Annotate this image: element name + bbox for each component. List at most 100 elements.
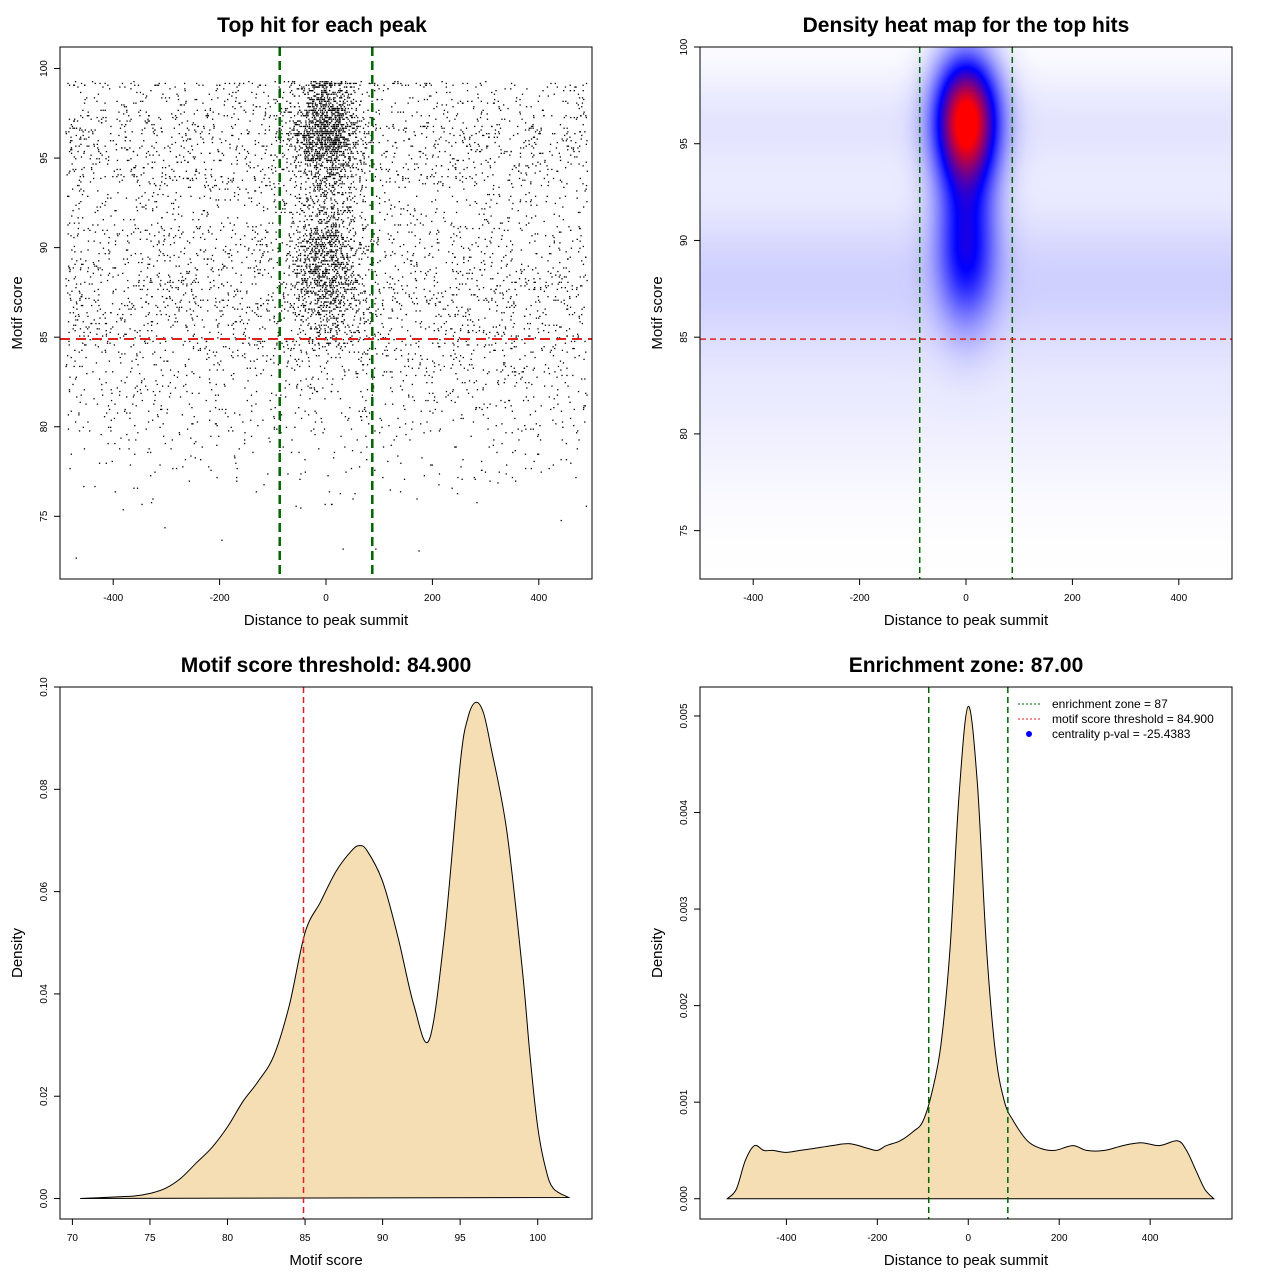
scatter-point: [391, 242, 393, 244]
scatter-point: [328, 140, 331, 142]
scatter-point: [368, 133, 370, 135]
scatter-point: [146, 342, 149, 344]
scatter-point: [321, 421, 323, 423]
scatter-point: [345, 290, 347, 292]
scatter-point: [521, 93, 524, 95]
scatter-point: [325, 272, 327, 274]
scatter-point: [420, 326, 422, 328]
scatter-point: [318, 113, 320, 115]
scatter-point: [430, 95, 432, 97]
scatter-point: [300, 324, 302, 326]
scatter-point: [453, 134, 455, 137]
scatter-point: [143, 172, 145, 174]
scatter-point: [539, 152, 541, 154]
scatter-point: [316, 93, 319, 95]
scatter-point: [312, 125, 314, 128]
scatter-point: [262, 326, 264, 328]
scatter-point: [343, 163, 345, 165]
scatter-point: [107, 163, 109, 165]
scatter-point: [234, 412, 236, 414]
scatter-point: [320, 141, 322, 144]
scatter-point: [579, 145, 581, 147]
scatter-point: [249, 161, 251, 163]
scatter-point: [460, 364, 462, 366]
scatter-point: [338, 120, 340, 122]
scatter-point: [322, 177, 324, 180]
scatter-point: [471, 244, 473, 246]
scatter-point: [327, 360, 329, 362]
scatter-point: [283, 111, 285, 113]
scatter-point: [361, 184, 363, 187]
scatter-point: [326, 113, 328, 115]
scatter-point: [100, 281, 102, 283]
scatter-point: [332, 104, 334, 106]
scatter-point: [80, 143, 82, 145]
scatter-point: [486, 118, 489, 120]
scatter-point: [493, 136, 495, 138]
scatter-point: [319, 111, 322, 113]
scatter-point: [185, 133, 187, 135]
scatter-point: [381, 98, 383, 101]
scatter-point: [76, 396, 78, 398]
scatter-point: [336, 326, 338, 328]
scatter-point: [438, 181, 440, 183]
scatter-point: [543, 177, 545, 180]
scatter-point: [248, 165, 250, 167]
scatter-point: [346, 90, 348, 92]
scatter-point: [106, 229, 108, 231]
scatter-point: [311, 154, 313, 156]
scatter-point: [112, 276, 114, 278]
scatter-point: [404, 365, 406, 368]
scatter-point: [314, 410, 316, 412]
scatter-point: [250, 419, 252, 421]
scatter-point: [501, 423, 503, 425]
scatter-point: [318, 331, 320, 334]
scatter-point: [307, 102, 310, 104]
scatter-point: [297, 154, 300, 156]
scatter-point: [413, 265, 415, 267]
scatter-point: [143, 140, 145, 142]
scatter-point: [410, 263, 412, 265]
scatter-point: [337, 113, 339, 115]
scatter-point: [324, 227, 326, 230]
scatter-point: [224, 82, 226, 85]
scatter-point: [555, 147, 558, 149]
scatter-point: [185, 100, 187, 102]
scatter-point: [105, 158, 107, 160]
scatter-point: [343, 258, 345, 260]
scatter-point: [172, 324, 174, 326]
scatter-point: [431, 376, 433, 378]
scatter-point: [524, 278, 527, 280]
scatter-point: [311, 106, 314, 108]
scatter-point: [247, 380, 249, 382]
scatter-point: [423, 288, 425, 291]
scatter-point: [303, 306, 305, 308]
scatter-point: [349, 167, 351, 169]
scatter-point: [408, 394, 410, 396]
scatter-point: [230, 374, 233, 377]
scatter-point: [322, 124, 324, 126]
scatter-point: [68, 150, 71, 153]
scatter-point: [334, 107, 336, 110]
scatter-point: [331, 328, 333, 330]
scatter-point: [124, 408, 126, 411]
scatter-point: [192, 219, 194, 221]
scatter-point: [215, 319, 217, 321]
scatter-point: [402, 129, 405, 131]
scatter-point: [126, 109, 128, 111]
scatter-point: [120, 380, 123, 382]
scatter-point: [156, 134, 158, 137]
scatter-point: [312, 149, 314, 151]
scatter-point: [443, 211, 445, 214]
scatter-point: [265, 149, 267, 151]
scatter-point: [279, 450, 281, 452]
scatter-point: [324, 367, 326, 369]
scatter-point: [156, 84, 158, 86]
scatter-point: [492, 174, 494, 176]
scatter-point: [440, 136, 442, 138]
scatter-point: [443, 322, 445, 325]
scatter-point: [330, 111, 333, 113]
scatter-point: [69, 467, 71, 470]
scatter-point: [547, 270, 549, 273]
